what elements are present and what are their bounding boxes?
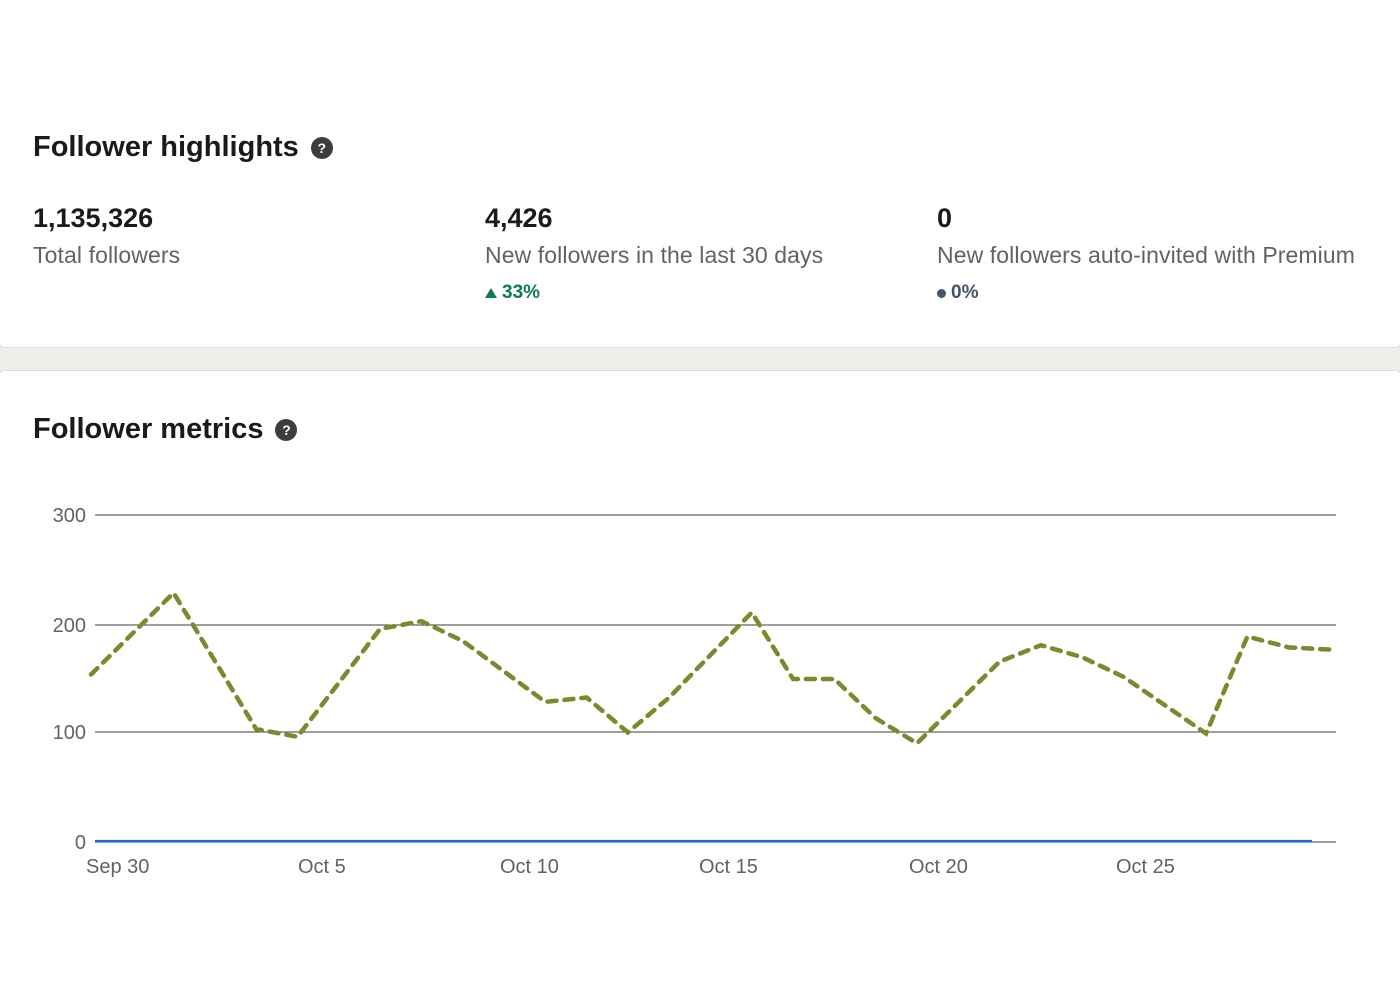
svg-text:300: 300 xyxy=(53,505,86,527)
svg-text:Oct 10: Oct 10 xyxy=(500,856,559,878)
svg-text:100: 100 xyxy=(53,722,86,744)
svg-text:0: 0 xyxy=(75,832,86,854)
svg-text:Oct 20: Oct 20 xyxy=(909,856,968,878)
svg-text:Sep 30: Sep 30 xyxy=(86,856,149,878)
svg-text:200: 200 xyxy=(53,615,86,637)
svg-text:Oct 5: Oct 5 xyxy=(298,856,346,878)
svg-text:Oct 15: Oct 15 xyxy=(699,856,758,878)
svg-text:Oct 25: Oct 25 xyxy=(1116,856,1175,878)
